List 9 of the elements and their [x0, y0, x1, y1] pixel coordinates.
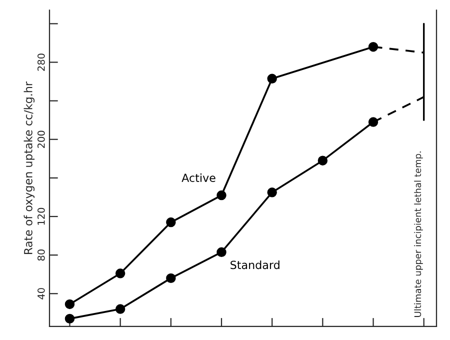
- y-tick-label: 40: [37, 288, 45, 300]
- series-label: Standard: [230, 260, 280, 270]
- y-tick-label: 120: [37, 208, 45, 225]
- y-tick-label: 200: [37, 130, 45, 148]
- series-label: Active: [182, 173, 216, 182]
- annotation: Ultimate upper incipient lethal temp.: [414, 152, 423, 317]
- y-axis-title: Rate of oxygen uptake cc/kg.hr: [24, 82, 35, 254]
- y-tick-label: 280: [37, 54, 45, 71]
- y-tick-label: 80: [37, 250, 45, 261]
